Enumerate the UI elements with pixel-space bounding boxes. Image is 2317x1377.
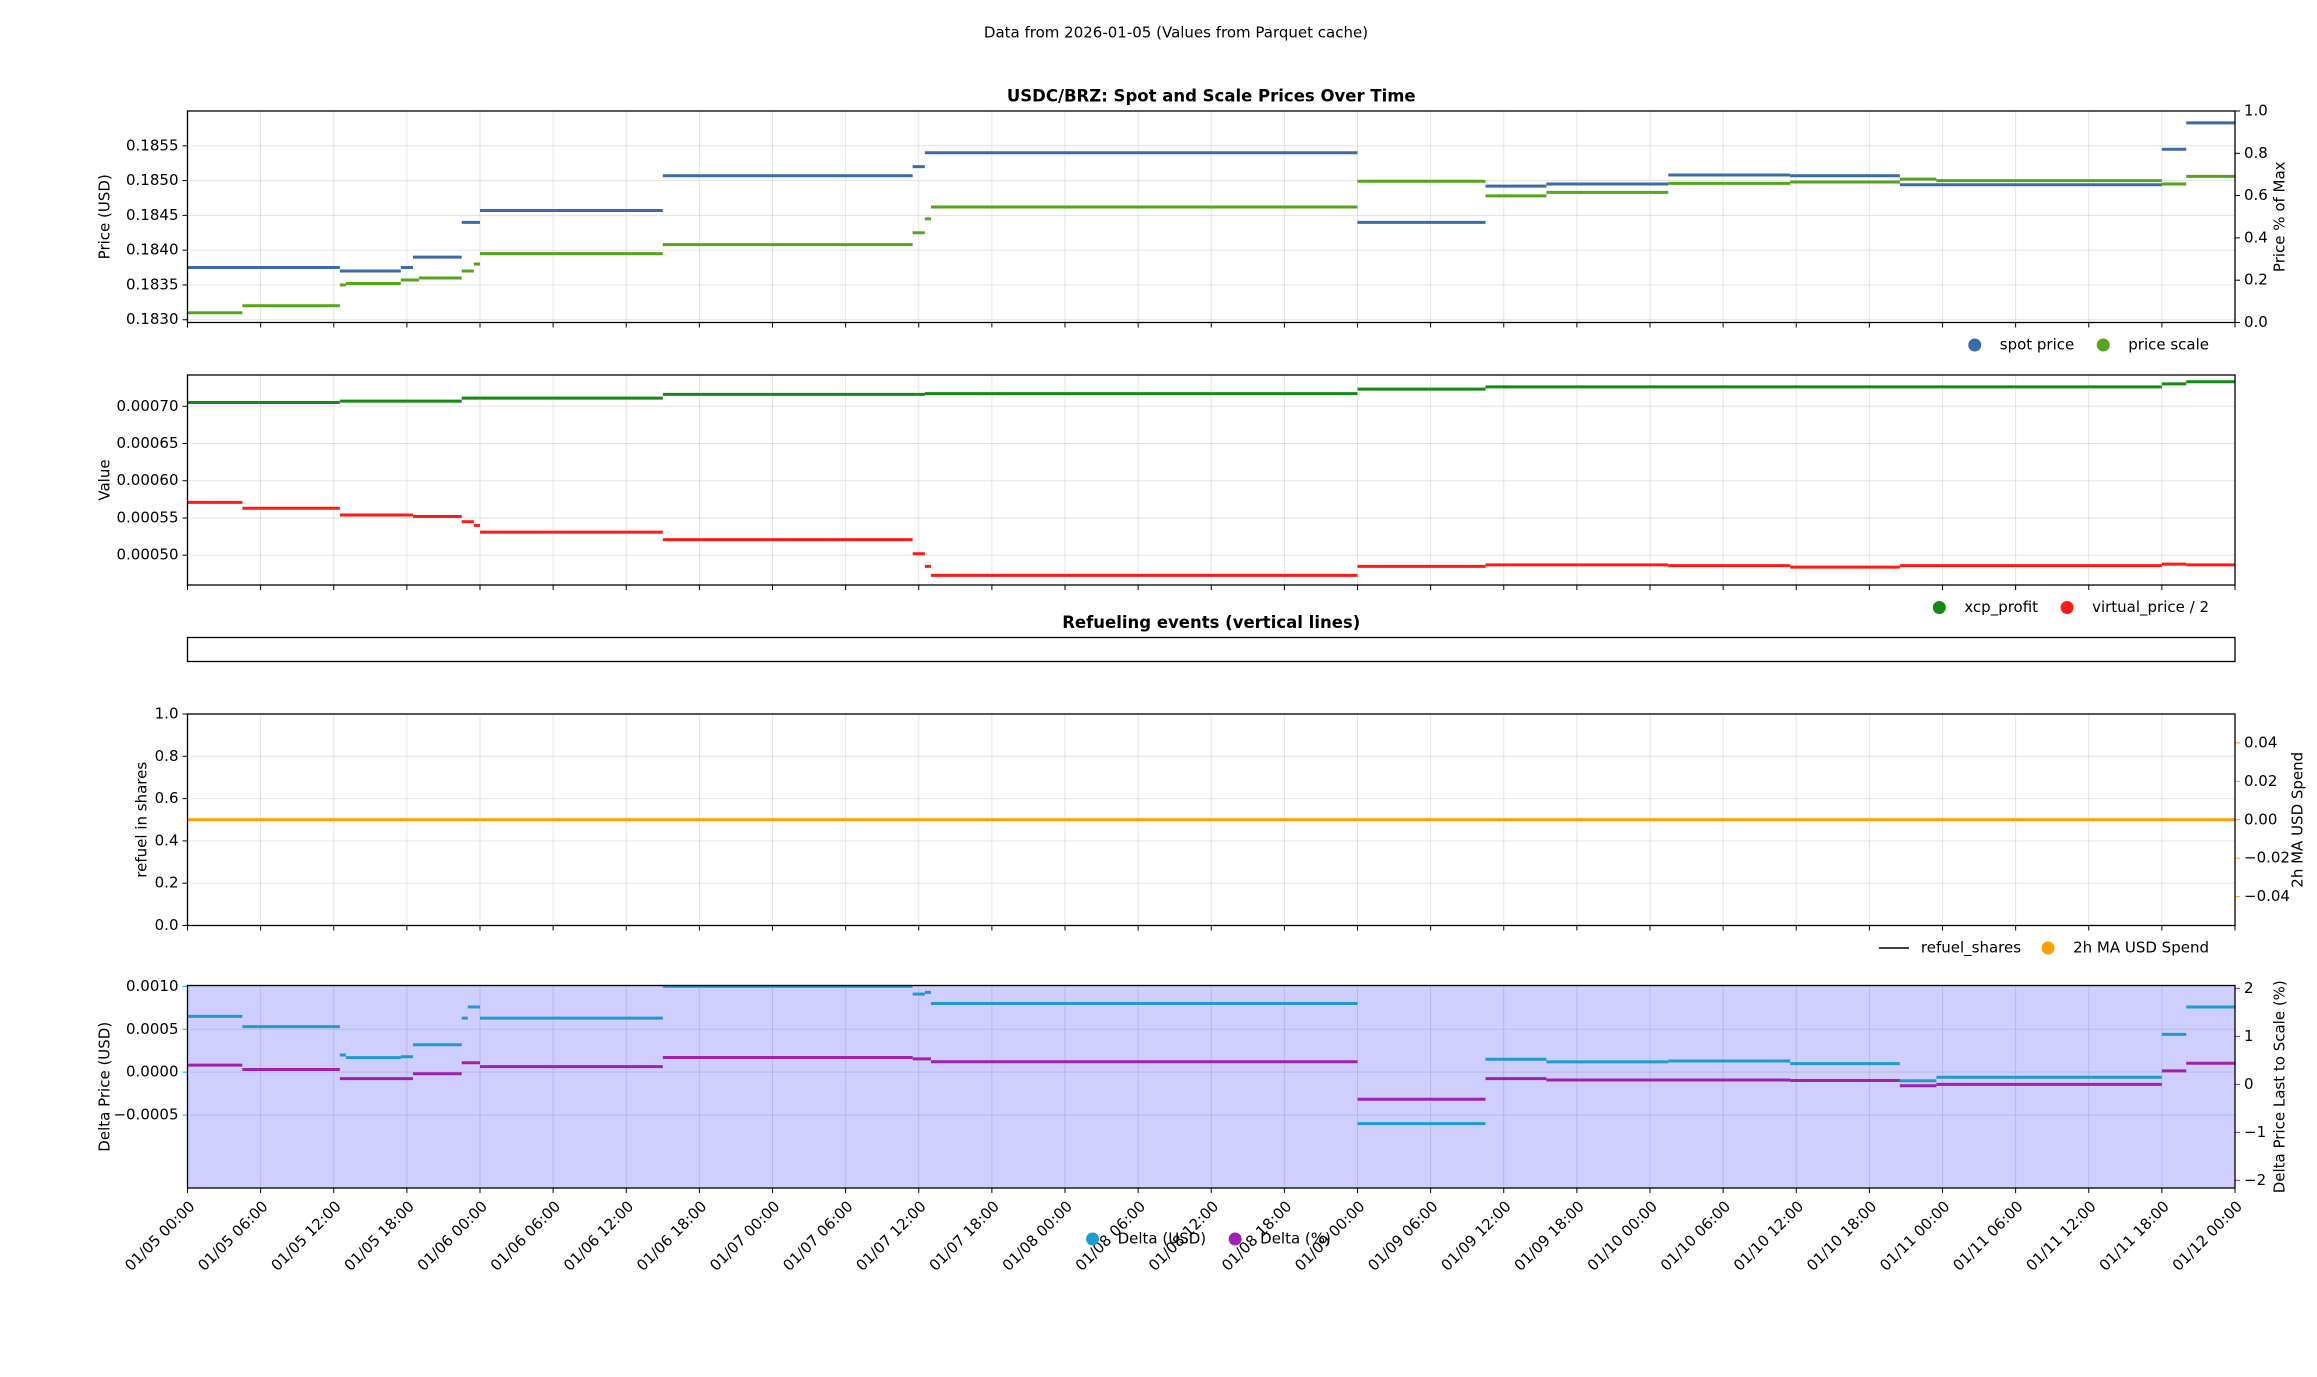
y-tick-label: 0.00055 xyxy=(116,508,178,526)
panel-title: Refueling events (vertical lines) xyxy=(1062,613,1360,632)
y2-tick-label: 0.6 xyxy=(2244,186,2268,204)
y2-tick-label: 0.00 xyxy=(2244,810,2277,828)
y-tick-label: 0.1835 xyxy=(126,275,179,293)
y-tick-label: 0.00065 xyxy=(116,434,178,452)
legend: Delta (USD) Delta (%) xyxy=(1086,1230,1331,1248)
x-tick-label: 01/07 18:00 xyxy=(926,1197,1003,1274)
legend-marker xyxy=(1086,1232,1100,1246)
y2-tick-label: −1 xyxy=(2244,1123,2266,1141)
x-tick-label: 01/10 12:00 xyxy=(1730,1197,1807,1274)
y2-tick-label: 0.0 xyxy=(2244,313,2268,331)
x-tick-label: 01/07 00:00 xyxy=(706,1197,783,1274)
x-tick-label: 01/08 00:00 xyxy=(999,1197,1076,1274)
y2-axis-label: Price % of Max xyxy=(2271,161,2289,272)
y-tick-label: 0.2 xyxy=(155,874,179,892)
y-tick-label: 0.00060 xyxy=(116,471,178,489)
y2-tick-label: 0.2 xyxy=(2244,271,2268,289)
x-tick-label: 01/10 00:00 xyxy=(1584,1197,1661,1274)
y-axis-label: Price (USD) xyxy=(96,174,114,259)
y2-axis-label: Delta Price Last to Scale (%) xyxy=(2271,980,2289,1193)
x-tick-label: 01/05 18:00 xyxy=(341,1197,418,1274)
x-tick-label: 01/09 12:00 xyxy=(1438,1197,1515,1274)
y2-tick-label: 1 xyxy=(2244,1027,2254,1045)
x-tick-label: 01/10 18:00 xyxy=(1803,1197,1880,1274)
legend-label: Delta (USD) xyxy=(1118,1230,1207,1248)
legend-label: price scale xyxy=(2128,336,2209,354)
legend-marker xyxy=(1968,338,1982,352)
y2-tick-label: 1.0 xyxy=(2244,102,2268,120)
x-tick-label: 01/06 12:00 xyxy=(560,1197,637,1274)
axes-frame xyxy=(186,374,2236,586)
legend-marker xyxy=(2041,941,2055,955)
x-tick-label: 01/09 18:00 xyxy=(1511,1197,1588,1274)
y2-tick-label: 0.8 xyxy=(2244,144,2268,162)
y-axis-label: refuel in shares xyxy=(133,762,151,878)
x-tick-label: 01/05 12:00 xyxy=(268,1197,345,1274)
x-tick-label: 01/05 06:00 xyxy=(194,1197,271,1274)
legend-label: Delta (%) xyxy=(1260,1230,1331,1248)
y-tick-label: −0.0005 xyxy=(113,1106,178,1124)
y-tick-label: 0.1840 xyxy=(126,241,179,259)
x-tick-label: 01/11 18:00 xyxy=(2096,1197,2173,1274)
x-tick-label: 01/12 00:00 xyxy=(2169,1197,2246,1274)
panel-title: USDC/BRZ: Spot and Scale Prices Over Tim… xyxy=(1007,87,1416,106)
axes-frame xyxy=(186,984,2236,1189)
y-tick-label: 0.0010 xyxy=(126,977,179,995)
y-tick-label: 0.00070 xyxy=(116,397,178,415)
shaded-span xyxy=(187,986,2235,1188)
y2-tick-label: −0.02 xyxy=(2244,849,2290,867)
legend-marker xyxy=(1932,601,1946,614)
y-tick-label: 0.4 xyxy=(155,831,179,849)
legend: spot price price scale xyxy=(1968,336,2209,354)
y-tick-label: 0.1855 xyxy=(126,136,179,154)
x-tick-label: 01/06 18:00 xyxy=(633,1197,710,1274)
legend-label: virtual_price / 2 xyxy=(2092,598,2209,617)
legend-label: refuel_shares xyxy=(1921,939,2021,958)
x-tick-label: 01/10 06:00 xyxy=(1657,1197,1734,1274)
y2-tick-label: −2 xyxy=(2244,1171,2266,1189)
x-tick-label: 01/09 06:00 xyxy=(1364,1197,1441,1274)
y-tick-label: 0.1845 xyxy=(126,206,179,224)
x-tick-label: 01/11 00:00 xyxy=(1876,1197,1953,1274)
axes-frame xyxy=(186,636,2236,663)
legend: xcp_profit virtual_price / 2 xyxy=(1932,598,2209,617)
x-tick-label: 01/05 00:00 xyxy=(121,1197,198,1274)
y-tick-label: 0.00050 xyxy=(116,546,178,564)
legend-label: xcp_profit xyxy=(1964,598,2038,617)
y2-tick-label: 0 xyxy=(2244,1075,2254,1093)
x-tick-label: 01/06 06:00 xyxy=(487,1197,564,1274)
y2-axis-label: 2h MA USD Spend xyxy=(2289,752,2307,888)
x-tick-label: 01/11 06:00 xyxy=(1949,1197,2026,1274)
y-tick-label: 1.0 xyxy=(155,705,179,723)
axes-frame xyxy=(186,713,2236,927)
y-tick-label: 0.1830 xyxy=(126,310,179,328)
x-tick-label: 01/11 12:00 xyxy=(2023,1197,2100,1274)
y-tick-label: 0.0005 xyxy=(126,1020,179,1038)
suptitle: Data from 2026-01-05 (Values from Parque… xyxy=(984,24,1368,42)
axes-frame xyxy=(186,110,2236,324)
x-tick-label: 01/06 00:00 xyxy=(414,1197,491,1274)
y-tick-label: 0.0000 xyxy=(126,1063,179,1081)
legend-marker xyxy=(1228,1232,1242,1246)
y2-tick-label: 2 xyxy=(2244,979,2254,997)
x-tick-label: 01/07 06:00 xyxy=(779,1197,856,1274)
y2-tick-label: 0.02 xyxy=(2244,772,2277,790)
y2-tick-label: −0.04 xyxy=(2244,887,2290,905)
y-tick-label: 0.1850 xyxy=(126,171,179,189)
y-tick-label: 0.8 xyxy=(155,747,179,765)
legend-label: spot price xyxy=(2000,336,2075,354)
legend: refuel_shares 2h MA USD Spend xyxy=(1878,939,2209,958)
y-tick-label: 0.0 xyxy=(155,916,179,934)
y2-tick-label: 0.4 xyxy=(2244,228,2268,246)
legend-marker xyxy=(2096,338,2110,352)
x-tick-label: 01/07 12:00 xyxy=(853,1197,930,1274)
y-tick-label: 0.6 xyxy=(155,789,179,807)
y-axis-label: Delta Price (USD) xyxy=(96,1022,114,1152)
legend-label: 2h MA USD Spend xyxy=(2073,939,2209,957)
legend-marker xyxy=(2060,601,2074,614)
y-axis-label: Value xyxy=(96,459,114,500)
y2-tick-label: 0.04 xyxy=(2244,733,2277,751)
